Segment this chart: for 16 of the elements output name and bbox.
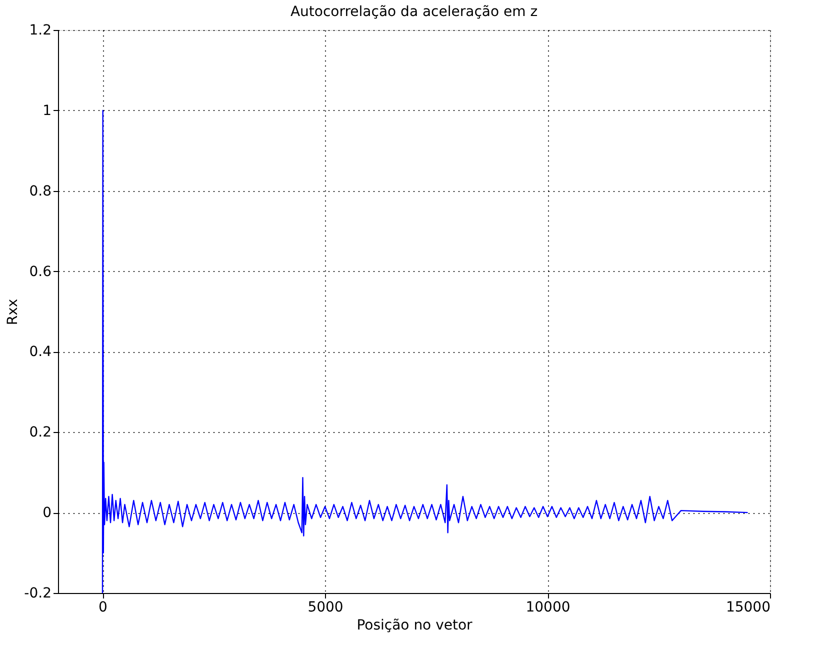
x-tick-label: 0: [98, 600, 108, 616]
y-tick-label: -0.2: [24, 586, 52, 602]
x-axis-title: Posição no vetor: [356, 618, 473, 634]
chart-title: Autocorrelação da aceleração em z: [290, 4, 538, 20]
y-tick-label: 1.2: [29, 22, 52, 38]
line-series: [102, 110, 748, 593]
y-axis-title: Rxx: [5, 298, 22, 326]
x-tick-label: 10000: [526, 600, 570, 616]
y-tick-label: 0.6: [29, 264, 52, 280]
y-tick-label: 0.4: [29, 344, 52, 360]
y-tick-label: 0.2: [29, 424, 52, 441]
x-tick-label: 15000: [726, 600, 770, 616]
y-tick-label: 0: [42, 505, 52, 522]
y-tick-label: 0.8: [29, 183, 52, 200]
y-tick-label: 1: [42, 102, 52, 119]
x-tick-label: 5000: [308, 600, 344, 616]
